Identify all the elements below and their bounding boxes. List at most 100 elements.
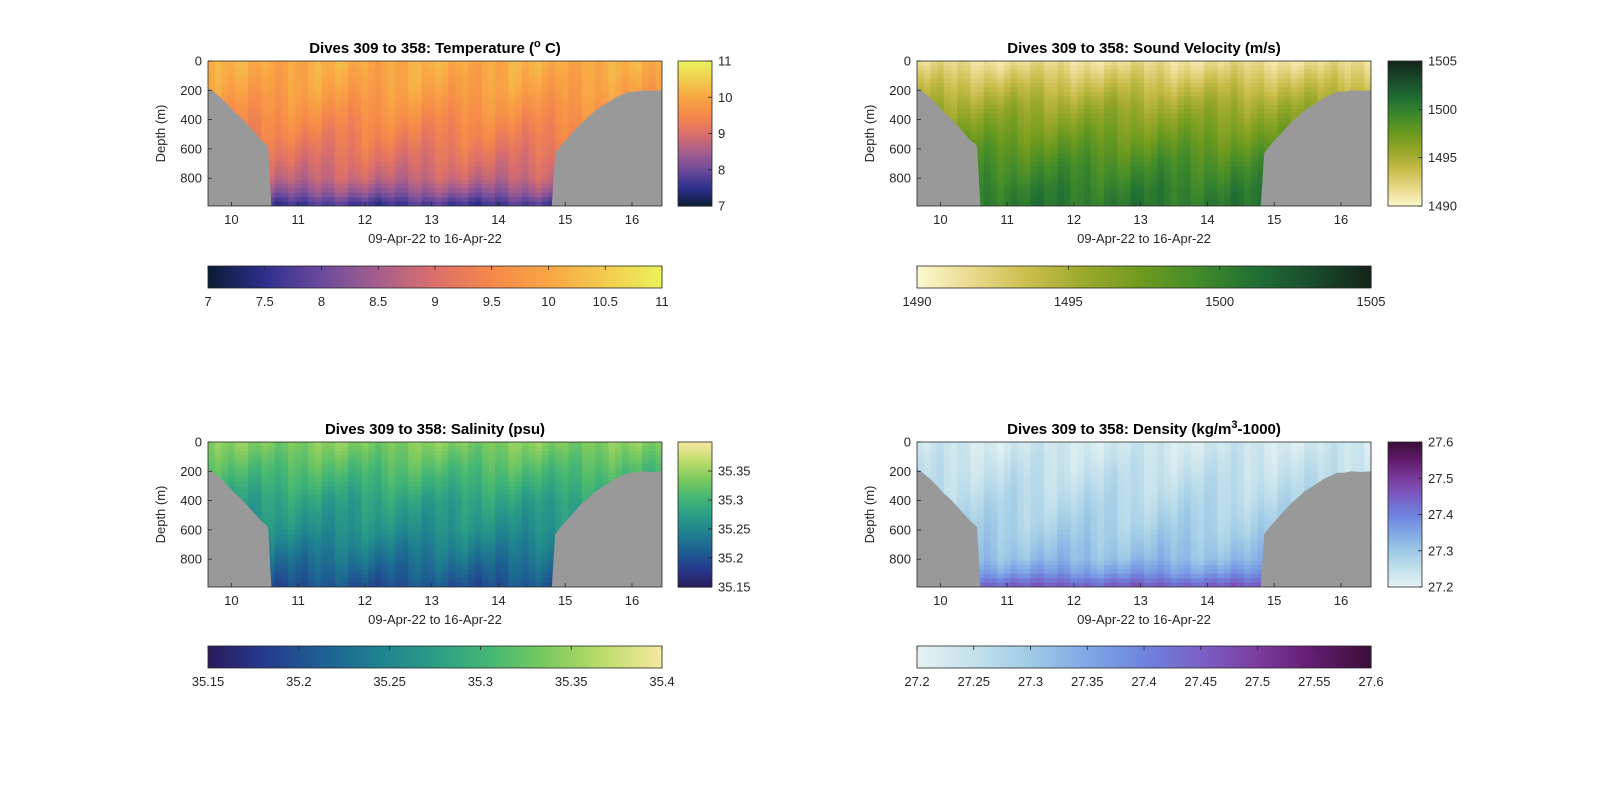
heatmap-cell <box>977 184 985 190</box>
colorbar-swatch <box>1388 80 1422 84</box>
heatmap-cell <box>541 113 550 119</box>
heatmap-cell <box>288 144 296 150</box>
heatmap-cell <box>1003 69 1012 75</box>
heatmap-cell <box>588 65 596 71</box>
heatmap-cell <box>394 61 403 66</box>
heatmap-cell <box>588 96 596 102</box>
heatmap-cell <box>1023 131 1032 137</box>
heatmap-cell <box>348 188 356 194</box>
heatmap-cell <box>1110 131 1118 137</box>
heatmap-cell <box>1003 153 1012 159</box>
heatmap-cell <box>548 135 556 141</box>
heatmap-cell <box>394 184 403 190</box>
colorbar-swatch <box>1388 138 1422 142</box>
heatmap-cell <box>234 69 242 75</box>
heatmap-cell <box>475 100 483 106</box>
heatmap-cell <box>408 82 416 88</box>
heatmap-cell <box>348 122 356 128</box>
heatmap-cell <box>555 78 563 84</box>
heatmap-cell <box>388 65 396 71</box>
heatmap-cell <box>414 197 423 203</box>
heatmap-cell <box>394 192 403 198</box>
heatmap-cell <box>254 61 263 66</box>
heatmap-cell <box>1050 113 1058 119</box>
heatmap-cell <box>455 65 463 71</box>
heatmap-cell <box>1164 65 1172 71</box>
heatmap-cell <box>301 170 309 176</box>
heatmap-cell <box>1210 144 1219 150</box>
heatmap-cell <box>541 162 550 168</box>
heatmap-cell <box>368 82 376 88</box>
heatmap-cell <box>495 162 503 168</box>
heatmap-cell <box>1257 175 1265 181</box>
heatmap-cell <box>521 78 530 84</box>
heatmap-cell <box>990 122 998 128</box>
heatmap-cell <box>294 140 303 146</box>
heatmap-cell <box>1090 188 1098 194</box>
heatmap-cell <box>468 74 476 80</box>
heatmap-cell <box>501 91 510 97</box>
heatmap-cell <box>261 96 269 102</box>
heatmap-cell <box>208 61 216 66</box>
colorbar-swatch <box>378 266 383 288</box>
heatmap-cell <box>241 65 249 71</box>
colorbar-swatch <box>438 266 444 288</box>
heatmap-cell <box>1250 78 1259 84</box>
colorbar-tick-label: 1500 <box>1205 294 1234 309</box>
heatmap-cell <box>943 91 951 97</box>
heatmap-cell <box>508 148 516 154</box>
heatmap-cell <box>541 135 550 141</box>
heatmap-cell <box>1364 65 1371 71</box>
heatmap-cell <box>923 69 931 75</box>
heatmap-cell <box>1097 87 1105 93</box>
heatmap-cell <box>1043 96 1052 102</box>
heatmap-cell <box>970 61 978 66</box>
heatmap-cell <box>1050 118 1058 124</box>
heatmap-cell <box>1250 140 1259 146</box>
heatmap-cell <box>468 148 476 154</box>
heatmap-cell <box>268 175 276 181</box>
colorbar-swatch <box>1079 266 1085 288</box>
heatmap-cell <box>541 87 550 93</box>
heatmap-cell <box>1230 170 1239 176</box>
heatmap-cell <box>401 179 409 185</box>
heatmap-cell <box>254 442 263 447</box>
heatmap-cell <box>248 65 256 71</box>
heatmap-cell <box>990 144 998 150</box>
heatmap-cell <box>1110 170 1118 176</box>
heatmap-cell <box>408 74 416 80</box>
heatmap-cell <box>388 82 396 88</box>
heatmap-cell <box>1130 96 1138 102</box>
heatmap-cell <box>321 87 329 93</box>
heatmap-cell <box>1090 122 1098 128</box>
heatmap-cell <box>461 96 469 102</box>
heatmap-cell <box>1337 61 1345 66</box>
heatmap-cell <box>414 166 423 172</box>
heatmap-cell <box>990 153 998 159</box>
heatmap-cell <box>1117 175 1125 181</box>
colorbar-swatch <box>404 266 410 288</box>
colorbar-swatch <box>678 82 712 86</box>
heatmap-cell <box>268 201 276 206</box>
heatmap-cell <box>294 87 303 93</box>
heatmap-cell <box>288 96 296 102</box>
heatmap-cell <box>481 91 490 97</box>
heatmap-cell <box>1217 170 1225 176</box>
colorbar-swatch <box>510 266 516 288</box>
heatmap-cell <box>394 197 403 203</box>
heatmap-cell <box>1110 100 1118 106</box>
heatmap-cell <box>1230 175 1239 181</box>
colorbar-swatch <box>678 155 712 159</box>
heatmap-cell <box>1043 87 1052 93</box>
heatmap-cell <box>990 140 998 146</box>
heatmap-cell <box>461 82 469 88</box>
heatmap-cell <box>541 65 550 71</box>
heatmap-cell <box>314 153 323 159</box>
heatmap-cell <box>1117 179 1125 185</box>
heatmap-cell <box>428 184 436 190</box>
heatmap-cell <box>1190 69 1199 75</box>
heatmap-cell <box>1130 100 1138 106</box>
heatmap-cell <box>1190 184 1199 190</box>
heatmap-cell <box>1250 91 1259 97</box>
